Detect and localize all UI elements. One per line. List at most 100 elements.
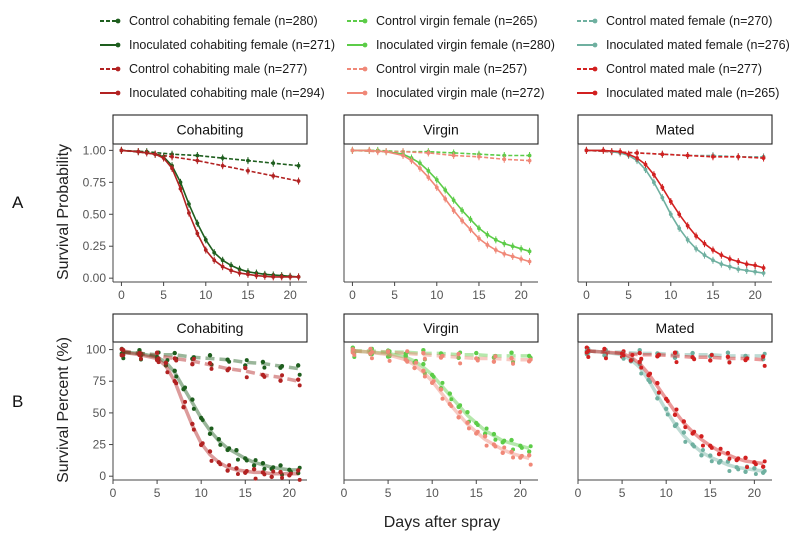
data-point <box>584 148 589 153</box>
data-point <box>434 185 439 190</box>
data-point <box>271 174 276 178</box>
legend-key-point <box>592 42 598 48</box>
legend-label: Control virgin male (n=257) <box>376 62 527 76</box>
x-tick-label: 15 <box>241 288 255 302</box>
data-point <box>195 158 200 163</box>
series-line <box>586 149 764 269</box>
data-point <box>484 426 489 431</box>
x-tick-label: 0 <box>349 288 356 302</box>
series-inoculated-cohabiting-male <box>119 146 301 281</box>
data-point <box>500 450 505 456</box>
data-point <box>672 412 678 418</box>
series-inoculated-virgin-male <box>350 146 532 266</box>
data-point <box>527 153 532 158</box>
data-point <box>440 380 445 385</box>
data-point <box>502 241 507 246</box>
data-point <box>637 350 642 356</box>
data-point <box>655 396 660 401</box>
data-point <box>235 471 240 476</box>
x-tick-label: 5 <box>154 486 161 500</box>
data-point <box>745 465 750 470</box>
data-point <box>137 350 142 356</box>
data-point <box>227 366 232 371</box>
data-point <box>262 472 267 477</box>
legend-item: Control mated male (n=277) <box>577 62 762 76</box>
data-point <box>736 267 741 272</box>
data-point <box>181 405 186 410</box>
row-b-panels: Survival Percent (%) Cohabiting 0 5 10 15 20 0 2… <box>55 313 773 500</box>
data-point <box>229 268 233 273</box>
series-control-virgin-male <box>350 346 533 366</box>
data-point <box>451 198 456 203</box>
data-point <box>440 396 445 401</box>
series-inoculated-mated-female <box>584 146 766 277</box>
data-point <box>639 365 644 370</box>
data-point <box>237 271 242 275</box>
series-inoculated-virgin-female <box>350 146 532 255</box>
panel-virgin: Virgin 0 5 10 15 20 <box>341 313 539 500</box>
data-point <box>227 446 232 451</box>
data-point <box>191 406 196 411</box>
data-point <box>635 151 639 155</box>
data-point <box>484 443 489 448</box>
legend-key-point <box>362 42 368 48</box>
x-tick-label: 0 <box>583 288 590 302</box>
facet-title: Cohabiting <box>177 320 244 336</box>
data-point <box>190 361 195 367</box>
data-point <box>203 237 208 242</box>
data-point <box>227 463 232 468</box>
data-point <box>485 243 490 247</box>
x-tick-label: 10 <box>430 288 444 302</box>
data-point <box>493 437 498 442</box>
data-point <box>422 374 427 379</box>
data-point <box>431 374 436 379</box>
data-point <box>668 212 673 217</box>
legend-label: Control virgin female (n=265) <box>376 14 538 28</box>
data-point <box>456 351 461 357</box>
data-point <box>526 449 532 454</box>
series-control-mated-male <box>584 146 766 162</box>
data-point <box>699 453 704 458</box>
data-point <box>660 152 665 157</box>
data-point <box>262 274 267 279</box>
legend-label: Inoculated cohabiting female (n=271) <box>129 38 335 52</box>
data-point <box>443 197 448 201</box>
data-point <box>502 157 507 162</box>
data-point <box>170 154 174 159</box>
y-axis-label: Survival Percent (%) <box>55 337 72 483</box>
data-point <box>485 232 490 237</box>
data-point <box>660 195 665 200</box>
series-line <box>352 149 530 157</box>
data-point <box>468 227 473 232</box>
data-point <box>295 363 301 368</box>
data-point <box>246 168 250 173</box>
data-point <box>510 244 515 249</box>
data-point <box>460 208 464 213</box>
data-point <box>174 358 179 363</box>
data-point <box>477 154 481 159</box>
data-point <box>119 353 125 358</box>
y-tick-label: 25 <box>93 438 107 452</box>
series-line <box>121 149 299 278</box>
data-point <box>753 263 758 268</box>
data-point <box>474 350 479 356</box>
data-point <box>385 354 391 359</box>
data-point <box>491 359 497 364</box>
data-point <box>493 237 498 242</box>
legend-item: Inoculated virgin male (n=272) <box>347 86 545 100</box>
data-point <box>172 368 177 373</box>
data-point <box>493 248 498 252</box>
data-point <box>225 468 230 473</box>
data-point <box>526 453 532 458</box>
data-point <box>719 262 724 267</box>
data-point <box>271 274 276 279</box>
data-point <box>718 458 723 463</box>
y-tick-label: 75 <box>93 374 107 388</box>
data-point <box>421 361 426 367</box>
data-point <box>601 148 606 153</box>
data-point <box>711 154 715 159</box>
data-point <box>251 467 257 472</box>
data-point <box>449 397 454 402</box>
data-point <box>384 149 389 154</box>
series-inoculated-mated-male <box>584 146 766 272</box>
